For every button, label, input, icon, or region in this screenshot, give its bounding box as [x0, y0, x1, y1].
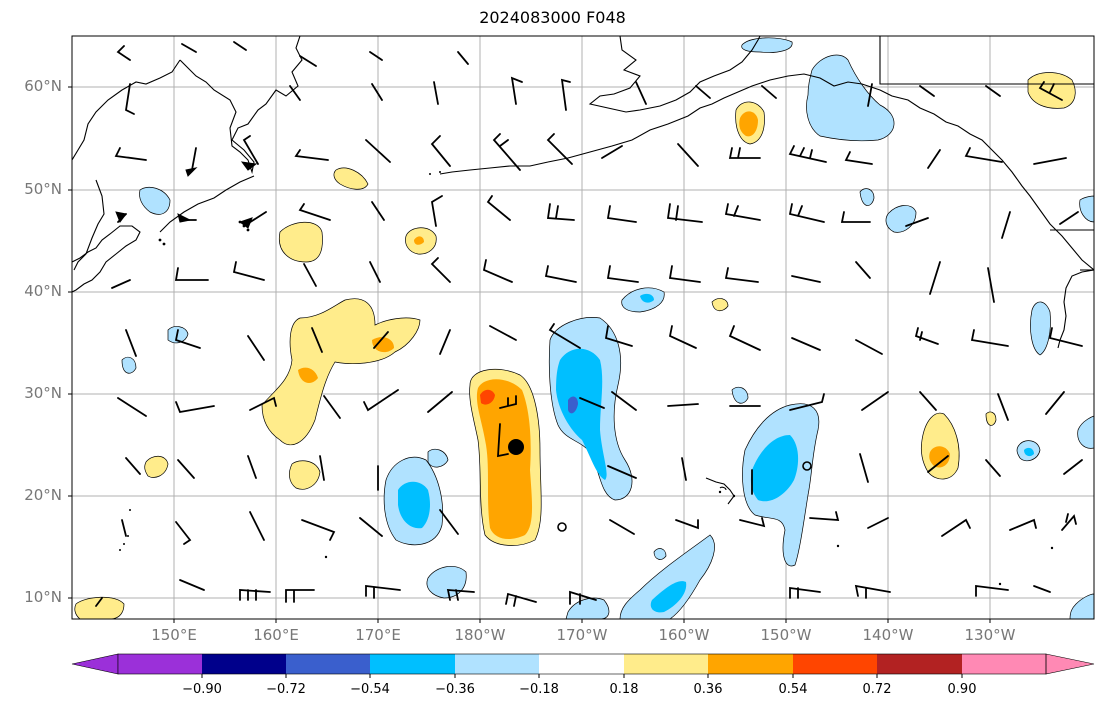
lat-label-10n: 10°N [24, 588, 62, 606]
wind-barb-pennants [115, 161, 258, 229]
map-title: 2024083000 F048 [479, 8, 626, 27]
wind-barbs [95, 41, 1083, 607]
positive-anomaly-core [476, 379, 533, 540]
lat-label-20n: 20°N [24, 486, 62, 504]
colorbar-extend-high [1045, 653, 1095, 675]
lat-label-30n: 30°N [24, 384, 62, 402]
lon-label-170w: 170°W [556, 626, 608, 644]
coastline-japan [72, 225, 141, 293]
map-frame [71, 35, 1095, 620]
lon-label-150e: 150°E [151, 626, 197, 644]
colorbar-ticks [201, 674, 963, 678]
lat-label-40n: 40°N [24, 282, 62, 300]
coastline-alaska-north [588, 36, 761, 113]
positive-anomaly-band-west [261, 298, 421, 446]
lon-label-130w: 130°W [964, 626, 1016, 644]
colorbar-extend-low [71, 653, 119, 675]
lon-label-140w: 140°W [862, 626, 914, 644]
colorbar-tick-label: 0.72 [862, 682, 892, 697]
colorbar [71, 653, 1095, 675]
colorbar-tick-label: −0.36 [435, 682, 475, 697]
anomaly-fill [74, 37, 1094, 619]
colorbar-tick-label: −0.72 [266, 682, 306, 697]
coastline-kurils [159, 175, 255, 233]
axis-ticks [68, 86, 991, 623]
coastlines [72, 36, 1094, 505]
storm-position-marker [557, 522, 567, 532]
colorbar-tick-label: 0.54 [778, 682, 808, 697]
lat-label-60n: 60°N [24, 77, 62, 95]
colorbar-tick-label: 0.18 [609, 682, 639, 697]
colorbar-tick-label: −0.18 [519, 682, 559, 697]
positive-anomaly-peak [480, 389, 495, 405]
colorbar-tick-label: −0.90 [182, 682, 222, 697]
coastline-hawaii [705, 477, 735, 505]
lat-label-50n: 50°N [24, 180, 62, 198]
lon-label-150w: 150°W [760, 626, 812, 644]
colorbar-tick-label: −0.54 [350, 682, 390, 697]
coastline-aleutians [439, 161, 549, 175]
coastline-kamchatka [179, 36, 303, 175]
border-canada [879, 36, 1094, 85]
coastline-na-west [1057, 269, 1094, 349]
coastline-sakhalin [73, 179, 105, 271]
coastline-asia-mainland [72, 59, 181, 161]
colorbar-tick-label: 0.90 [947, 682, 977, 697]
lon-label-160w: 160°W [658, 626, 710, 644]
lon-label-180w: 180°W [454, 626, 506, 644]
lon-label-160e: 160°E [253, 626, 299, 644]
storm-position-marker [802, 461, 812, 471]
storm-center-marker [508, 439, 524, 455]
colorbar-tick-label: 0.36 [693, 682, 723, 697]
lon-label-170e: 170°E [355, 626, 401, 644]
